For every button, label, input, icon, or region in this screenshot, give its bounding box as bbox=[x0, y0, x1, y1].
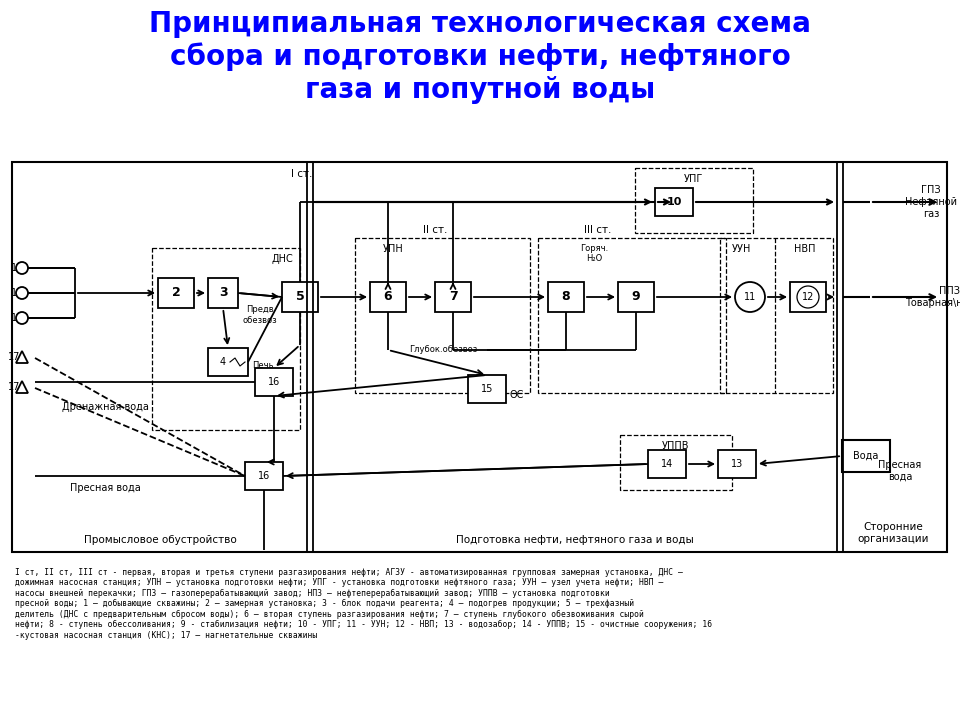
Text: 17: 17 bbox=[8, 352, 20, 362]
Text: Печь: Печь bbox=[252, 361, 274, 371]
Text: ГПЗ
Нефтяной
газ: ГПЗ Нефтяной газ bbox=[905, 185, 957, 219]
Circle shape bbox=[797, 286, 819, 308]
Bar bbox=[208, 348, 248, 376]
Text: УУН: УУН bbox=[732, 244, 752, 254]
Circle shape bbox=[16, 312, 28, 324]
Text: I ст.: I ст. bbox=[291, 169, 313, 179]
Bar bbox=[370, 282, 406, 312]
Text: 6: 6 bbox=[384, 290, 393, 304]
Text: Глубок.обезвоз: Глубок.обезвоз bbox=[409, 346, 477, 354]
Text: 16: 16 bbox=[268, 377, 280, 387]
Bar bbox=[718, 450, 756, 478]
Bar bbox=[208, 278, 238, 308]
Text: Предв
обезвоз: Предв обезвоз bbox=[243, 305, 277, 325]
Text: НВП: НВП bbox=[794, 244, 816, 254]
Text: ДНС: ДНС bbox=[271, 254, 293, 264]
Bar bbox=[282, 282, 318, 312]
Text: Пресная
вода: Пресная вода bbox=[878, 460, 922, 482]
Text: Сторонние
организации: Сторонние организации bbox=[857, 522, 928, 544]
Bar bbox=[12, 162, 947, 552]
Text: Вода: Вода bbox=[853, 451, 878, 461]
Bar bbox=[355, 238, 530, 393]
Text: УПН: УПН bbox=[383, 244, 403, 254]
Text: 9: 9 bbox=[632, 290, 640, 304]
Bar bbox=[618, 282, 654, 312]
Bar bbox=[620, 435, 732, 490]
Text: 2: 2 bbox=[172, 287, 180, 300]
Text: 1: 1 bbox=[11, 263, 17, 273]
Bar bbox=[842, 440, 890, 472]
Text: Горяч.
Н₂О: Горяч. Н₂О bbox=[580, 244, 608, 264]
Text: 1: 1 bbox=[11, 313, 17, 323]
Text: 8: 8 bbox=[562, 290, 570, 304]
Text: 10: 10 bbox=[666, 197, 682, 207]
Circle shape bbox=[16, 262, 28, 274]
Bar bbox=[720, 238, 833, 393]
Bar bbox=[655, 188, 693, 216]
Text: Принципиальная технологическая схема
сбора и подготовки нефти, нефтяного
газа и : Принципиальная технологическая схема сбо… bbox=[149, 10, 811, 104]
Bar bbox=[538, 238, 726, 393]
Circle shape bbox=[16, 287, 28, 299]
Bar bbox=[635, 168, 753, 233]
Text: УПГ: УПГ bbox=[684, 174, 704, 184]
Text: 12: 12 bbox=[802, 292, 814, 302]
Text: II ст.: II ст. bbox=[422, 225, 447, 235]
Text: Дренажная вода: Дренажная вода bbox=[61, 402, 149, 412]
Bar bbox=[152, 248, 300, 430]
Text: 3: 3 bbox=[219, 287, 228, 300]
Text: 7: 7 bbox=[448, 290, 457, 304]
Bar bbox=[158, 278, 194, 308]
Bar bbox=[468, 375, 506, 403]
Text: 5: 5 bbox=[296, 290, 304, 304]
Text: 15: 15 bbox=[481, 384, 493, 394]
Text: 1: 1 bbox=[11, 288, 17, 298]
Bar bbox=[548, 282, 584, 312]
Text: УППВ: УППВ bbox=[662, 441, 689, 451]
Bar bbox=[648, 450, 686, 478]
Bar bbox=[790, 282, 826, 312]
Circle shape bbox=[735, 282, 765, 312]
Text: I ст, II ст, III ст - первая, вторая и третья ступени разгазирования нефти; АГЗУ: I ст, II ст, III ст - первая, вторая и т… bbox=[15, 568, 712, 640]
Text: 4: 4 bbox=[220, 357, 226, 367]
Bar bbox=[245, 462, 283, 490]
Text: III ст.: III ст. bbox=[585, 225, 612, 235]
Text: 11: 11 bbox=[744, 292, 756, 302]
Text: ОС: ОС bbox=[510, 390, 524, 400]
Bar bbox=[435, 282, 471, 312]
Bar bbox=[255, 368, 293, 396]
Text: 14: 14 bbox=[660, 459, 673, 469]
Text: 17: 17 bbox=[8, 382, 20, 392]
Text: 13: 13 bbox=[731, 459, 743, 469]
Text: Промысловое обустройство: Промысловое обустройство bbox=[84, 535, 236, 545]
Text: Пресная вода: Пресная вода bbox=[70, 483, 140, 493]
Text: ППЗ
Товарная\ннефть: ППЗ Товарная\ннефть bbox=[905, 286, 960, 308]
Text: 16: 16 bbox=[258, 471, 270, 481]
Text: Подготовка нефти, нефтяного газа и воды: Подготовка нефти, нефтяного газа и воды bbox=[456, 535, 694, 545]
